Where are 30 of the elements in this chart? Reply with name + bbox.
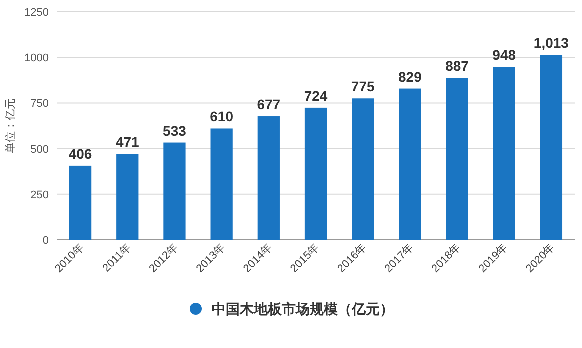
bar bbox=[258, 116, 280, 240]
data-label: 948 bbox=[492, 47, 516, 64]
bar bbox=[164, 142, 186, 240]
data-label: 887 bbox=[446, 58, 470, 74]
data-label: 471 bbox=[116, 134, 140, 150]
data-label: 829 bbox=[398, 68, 422, 85]
bar bbox=[540, 55, 563, 240]
data-label: 533 bbox=[163, 122, 187, 139]
legend-label: 中国木地板市场规模（亿元） bbox=[212, 301, 394, 317]
bar bbox=[493, 67, 516, 240]
bar bbox=[304, 108, 328, 240]
data-label: 406 bbox=[68, 146, 92, 162]
bar bbox=[69, 166, 92, 240]
bar bbox=[116, 154, 139, 240]
y-tick-label: 1000 bbox=[24, 52, 49, 65]
data-label: 775 bbox=[351, 78, 375, 95]
bar bbox=[352, 98, 374, 240]
bar bbox=[399, 88, 422, 240]
y-tick-label: 250 bbox=[30, 189, 49, 202]
data-label: 1,013 bbox=[534, 35, 570, 52]
bar bbox=[210, 128, 233, 240]
data-label: 610 bbox=[210, 108, 234, 125]
data-label: 677 bbox=[257, 96, 281, 113]
y-tick-label: 750 bbox=[30, 98, 49, 110]
y-tick-label: 1250 bbox=[24, 7, 49, 19]
y-tick-label: 500 bbox=[30, 144, 49, 156]
y-axis-title: 单位：亿元 bbox=[4, 98, 17, 154]
bar bbox=[446, 78, 468, 240]
y-tick-label: 0 bbox=[42, 235, 49, 247]
data-label: 724 bbox=[304, 88, 328, 104]
